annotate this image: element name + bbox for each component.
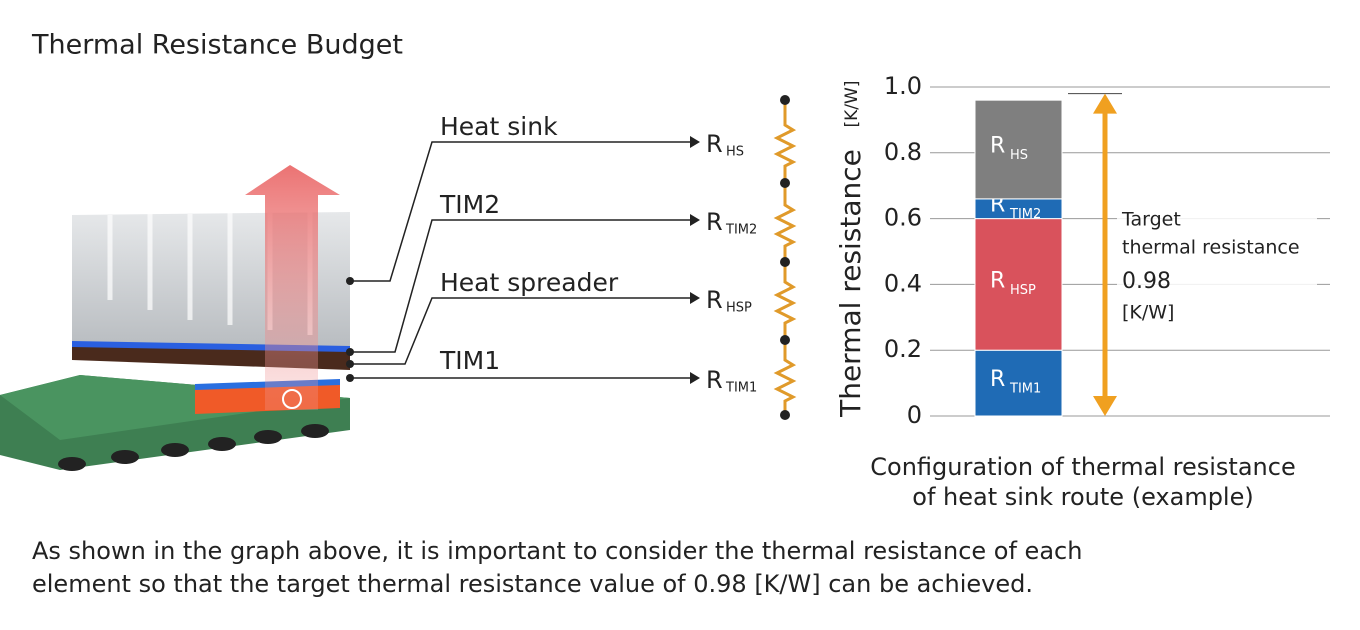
leader-lines bbox=[350, 141, 690, 379]
chart-caption: Configuration of thermal resistance bbox=[870, 453, 1295, 481]
heat-sink-illustration bbox=[0, 165, 350, 471]
bar-segment bbox=[974, 349, 1063, 417]
y-tick-label: 1.0 bbox=[884, 72, 922, 100]
segment-subscript: HSP bbox=[1010, 283, 1036, 298]
component-label: Heat sink bbox=[440, 112, 558, 141]
footer-text: As shown in the graph above, it is impor… bbox=[32, 537, 1082, 565]
target-label: thermal resistance bbox=[1122, 237, 1300, 259]
footer-text: element so that the target thermal resis… bbox=[32, 570, 1033, 598]
segment-symbol: R bbox=[990, 367, 1005, 392]
bar-segment bbox=[974, 99, 1063, 200]
segment-symbol: R bbox=[990, 268, 1005, 293]
arrow-head bbox=[1093, 396, 1117, 416]
y-tick-label: 0.2 bbox=[884, 335, 922, 363]
resistor-subscript: TIM2 bbox=[725, 223, 757, 238]
component-label: TIM2 bbox=[439, 190, 500, 219]
resistor-symbol: R bbox=[706, 208, 723, 236]
component-label: TIM1 bbox=[439, 346, 500, 375]
leader-ends bbox=[346, 136, 700, 384]
segment-subscript: TIM2 bbox=[1009, 207, 1041, 222]
y-tick-label: 0.6 bbox=[884, 204, 922, 232]
y-axis-unit: [K/W] bbox=[842, 81, 862, 128]
annotation-bg bbox=[1117, 205, 1317, 327]
segment-symbol: R bbox=[990, 134, 1005, 159]
resistor-subscript: TIM1 bbox=[725, 381, 757, 396]
bar-segment bbox=[974, 218, 1063, 351]
target-label: Target bbox=[1121, 209, 1181, 231]
component-label: Heat spreader bbox=[440, 268, 619, 297]
resistor-nodes bbox=[780, 95, 790, 420]
target-value: 0.98 bbox=[1122, 269, 1171, 294]
target-unit: [K/W] bbox=[1122, 302, 1174, 324]
y-tick-label: 0.8 bbox=[884, 138, 922, 166]
resistor-symbol: R bbox=[706, 286, 723, 314]
y-tick-label: 0 bbox=[907, 401, 922, 429]
y-tick-label: 0.4 bbox=[884, 269, 922, 297]
resistor-subscript: HS bbox=[726, 145, 744, 160]
resistor-symbol: R bbox=[706, 130, 723, 158]
resistor-symbol: R bbox=[706, 366, 723, 394]
title: Thermal Resistance Budget bbox=[31, 30, 403, 61]
chart-caption: of heat sink route (example) bbox=[912, 483, 1253, 511]
segment-subscript: TIM1 bbox=[1009, 382, 1041, 397]
y-axis-label: Thermal resistance bbox=[834, 149, 867, 418]
resistor-subscript: HSP bbox=[726, 301, 752, 316]
segment-subscript: HS bbox=[1010, 148, 1028, 163]
arrow-head bbox=[1093, 93, 1117, 114]
